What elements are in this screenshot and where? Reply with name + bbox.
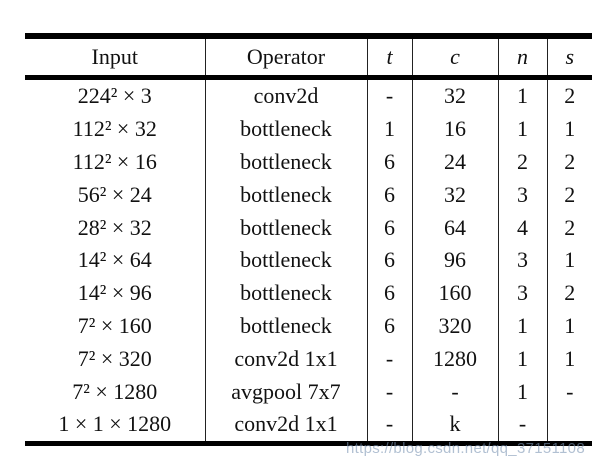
cell-operator: bottleneck	[204, 112, 367, 146]
cell-s: 2	[546, 145, 592, 179]
cell-s: -	[546, 375, 592, 408]
header-n: n	[497, 36, 547, 80]
cell-input: 7² × 1280	[72, 378, 158, 404]
cell-c: 96	[411, 243, 498, 277]
table-row: 56² × 24 bottleneck 6 32 3 2	[25, 178, 592, 212]
cell-c: 1280	[411, 342, 498, 376]
cell-n: 4	[497, 211, 547, 244]
cell-operator: avgpool 7x7	[204, 375, 367, 408]
cell-t: -	[366, 77, 412, 113]
table-row: 7² × 1280 avgpool 7x7 - - 1 -	[25, 375, 592, 408]
cell-s: 2	[546, 276, 592, 310]
header-operator: Operator	[204, 36, 367, 80]
header-input: Input	[25, 36, 205, 80]
cell-input: 1 × 1 × 1280	[58, 411, 172, 437]
cell-c: 32	[411, 77, 498, 113]
table-row: 112² × 32 bottleneck 1 16 1 1	[25, 112, 592, 146]
cell-t: 6	[366, 178, 412, 212]
cell-n: 1	[497, 77, 547, 113]
cell-c: 64	[411, 211, 498, 244]
cell-t: -	[366, 375, 412, 408]
cell-operator: bottleneck	[204, 309, 367, 343]
cell-n: 3	[497, 276, 547, 310]
header-t: t	[366, 36, 412, 80]
cell-c: 160	[411, 276, 498, 310]
cell-c: 24	[411, 145, 498, 179]
cell-n: 1	[497, 112, 547, 146]
cell-c: -	[411, 375, 498, 408]
cell-operator: bottleneck	[204, 211, 367, 244]
cell-s: 1	[546, 243, 592, 277]
cell-input: 56² × 24	[77, 181, 152, 207]
table-row: 7² × 320 conv2d 1x1 - 1280 1 1	[25, 342, 592, 376]
header-row: Input Operator t c n s	[25, 36, 592, 80]
cell-t: 6	[366, 145, 412, 179]
table-row: 224² × 3 conv2d - 32 1 2	[25, 77, 592, 113]
cell-input: 14² × 64	[77, 247, 152, 273]
cell-t: 6	[366, 211, 412, 244]
cell-input: 112² × 16	[72, 148, 157, 174]
cell-s	[546, 407, 592, 444]
cell-c: 320	[411, 309, 498, 343]
cell-s: 1	[546, 112, 592, 146]
cell-c: 16	[411, 112, 498, 146]
cell-operator: conv2d 1x1	[204, 407, 367, 444]
cell-t: 1	[366, 112, 412, 146]
cell-input: 112² × 32	[72, 116, 157, 142]
cell-n: 2	[497, 145, 547, 179]
cell-s: 2	[546, 178, 592, 212]
cell-s: 1	[546, 342, 592, 376]
cell-t: 6	[366, 276, 412, 310]
table-row: 1 × 1 × 1280 conv2d 1x1 - k -	[25, 407, 592, 444]
architecture-table: Input Operator t c n s 224² × 3 conv2d -…	[25, 33, 592, 446]
cell-input: 28² × 32	[77, 214, 152, 240]
cell-n: 1	[497, 309, 547, 343]
table-row: 112² × 16 bottleneck 6 24 2 2	[25, 145, 592, 179]
cell-t: 6	[366, 243, 412, 277]
cell-c: k	[411, 407, 498, 444]
cell-n: 1	[497, 342, 547, 376]
table-row: 14² × 96 bottleneck 6 160 3 2	[25, 276, 592, 310]
cell-n: -	[497, 407, 547, 444]
cell-n: 3	[497, 243, 547, 277]
cell-t: -	[366, 342, 412, 376]
cell-operator: bottleneck	[204, 276, 367, 310]
cell-operator: bottleneck	[204, 145, 367, 179]
cell-input: 14² × 96	[77, 280, 152, 306]
cell-operator: conv2d	[204, 77, 367, 113]
header-s: s	[546, 36, 592, 80]
cell-operator: bottleneck	[204, 243, 367, 277]
cell-input: 224² × 3	[77, 83, 152, 109]
header-c: c	[411, 36, 498, 80]
table-row: 7² × 160 bottleneck 6 320 1 1	[25, 309, 592, 343]
cell-s: 2	[546, 211, 592, 244]
cell-t: -	[366, 407, 412, 444]
cell-s: 1	[546, 309, 592, 343]
cell-n: 3	[497, 178, 547, 212]
cell-n: 1	[497, 375, 547, 408]
cell-t: 6	[366, 309, 412, 343]
cell-s: 2	[546, 77, 592, 113]
cell-input: 7² × 160	[77, 312, 152, 338]
cell-operator: bottleneck	[204, 178, 367, 212]
table-row: 28² × 32 bottleneck 6 64 4 2	[25, 211, 592, 244]
cell-input: 7² × 320	[77, 345, 152, 371]
table-row: 14² × 64 bottleneck 6 96 3 1	[25, 243, 592, 277]
cell-c: 32	[411, 178, 498, 212]
cell-operator: conv2d 1x1	[204, 342, 367, 376]
